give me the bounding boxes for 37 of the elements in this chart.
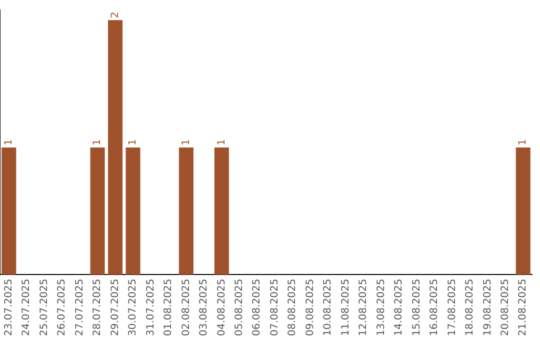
x-tick-label: 15.08.2025 [411, 278, 422, 336]
x-tick-label: 01.08.2025 [163, 278, 174, 336]
data-label: 2 [110, 12, 121, 18]
x-tick-label: 23.07.2025 [3, 278, 14, 336]
x-tick-label: 16.08.2025 [429, 278, 440, 336]
x-tick-label: 08.08.2025 [287, 278, 298, 336]
x-tick-label: 04.08.2025 [216, 278, 228, 336]
x-tick-label: 21.08.2025 [518, 278, 529, 336]
x-tick-label: 18.08.2025 [464, 278, 476, 336]
x-tick-label: 30.07.2025 [128, 278, 139, 336]
x-tick-label: 10.08.2025 [322, 278, 334, 336]
x-tick-label: 11.08.2025 [340, 278, 352, 336]
data-label: 1 [92, 139, 104, 146]
x-tick-label: 28.07.2025 [92, 278, 104, 336]
x-tick-label: 05.08.2025 [234, 278, 245, 336]
x-tick-label: 24.07.2025 [21, 278, 32, 336]
data-label: 1 [216, 139, 228, 146]
data-label: 1 [518, 139, 529, 146]
x-tick-label: 02.08.2025 [180, 278, 192, 336]
x-tick-label: 25.07.2025 [38, 278, 50, 336]
x-tick-label: 20.08.2025 [500, 278, 511, 336]
x-tick-label: 19.08.2025 [482, 278, 494, 336]
x-tick-label: 09.08.2025 [304, 278, 316, 336]
x-tick-label: 12.08.2025 [358, 278, 370, 336]
x-tick-label: 17.08.2025 [446, 278, 458, 336]
x-tick-label: 13.08.2025 [376, 278, 387, 336]
x-tick-label: 27.07.2025 [74, 278, 86, 336]
x-tick-label: 06.08.2025 [252, 278, 263, 336]
x-tick-label: 14.08.2025 [394, 278, 405, 336]
data-label: 1 [128, 139, 139, 146]
x-tick-label: 31.07.2025 [145, 278, 156, 336]
data-label: 1 [3, 139, 14, 146]
x-tick-label: 26.07.2025 [56, 278, 68, 336]
x-tick-label: 03.08.2025 [198, 278, 210, 336]
x-tick-label: 07.08.2025 [269, 278, 280, 336]
data-label: 1 [180, 139, 192, 146]
x-tick-label: 29.07.2025 [110, 278, 121, 336]
